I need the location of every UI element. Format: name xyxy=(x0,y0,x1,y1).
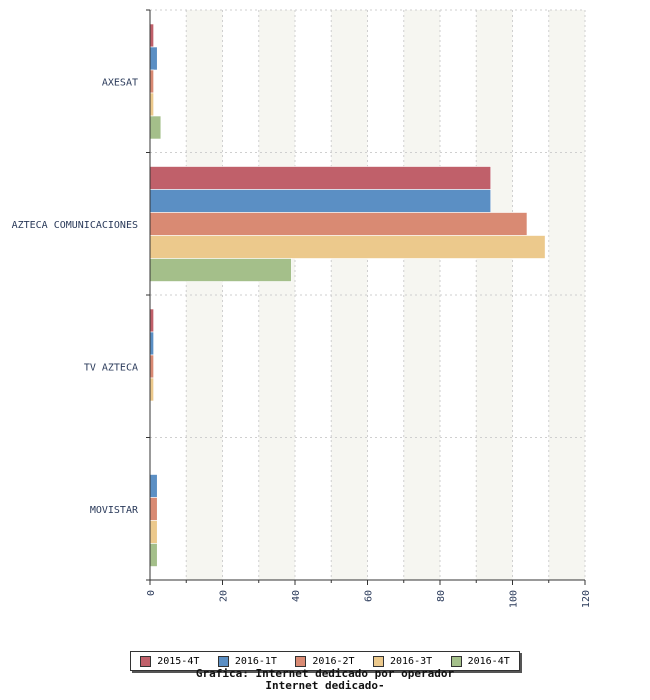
bar xyxy=(149,189,492,213)
caption-line-2: Internet dedicado- xyxy=(265,679,385,692)
x-tick-label: 100 xyxy=(509,590,520,608)
bar xyxy=(149,354,154,379)
bar xyxy=(149,377,154,402)
caption-line-1: Grafica: Internet dedicado por operador xyxy=(195,667,455,680)
legend-label: 2016-3T xyxy=(390,655,433,667)
legend-item: 2016-1T xyxy=(217,655,277,667)
bar xyxy=(149,46,158,71)
category-label: AXESAT xyxy=(102,77,138,88)
legend-label: 2016-4T xyxy=(467,655,510,667)
category-label: AZTECA COMUNICACIONES xyxy=(12,220,138,231)
legend-swatch xyxy=(217,655,229,667)
bar xyxy=(149,235,546,259)
bar xyxy=(149,166,492,190)
legend-swatch xyxy=(140,655,152,667)
legend-label: 2016-2T xyxy=(312,655,355,667)
bar-chart: AXESAT AZTECA COMUNICACIONES TV AZTECA MOVI… xyxy=(12,9,592,608)
bar xyxy=(149,520,158,544)
bar xyxy=(149,258,292,282)
legend-swatch xyxy=(450,655,462,667)
x-tick-label: 0 xyxy=(146,590,157,596)
bar xyxy=(149,543,158,567)
legend-label: 2015-4T xyxy=(157,655,200,667)
bar xyxy=(149,69,154,94)
bar xyxy=(149,115,162,140)
bar xyxy=(149,331,154,356)
bar xyxy=(149,92,154,117)
category-label: TV AZTECA xyxy=(84,362,138,373)
legend-swatch xyxy=(373,655,384,667)
chart-caption: Grafica: Internet dedicado por operador … xyxy=(0,668,650,692)
category-label: MOVISTAR xyxy=(90,505,139,516)
legend-label: 2016-1T xyxy=(234,655,277,667)
legend-swatch xyxy=(295,655,307,667)
legend-item: 2016-2T xyxy=(295,655,355,667)
legend-item: 2016-3T xyxy=(373,655,433,667)
x-tick-label: 80 xyxy=(436,590,447,602)
legend-item: 2016-4T xyxy=(450,655,510,667)
bar xyxy=(149,23,154,48)
bar xyxy=(149,497,158,521)
x-tick-label: 20 xyxy=(219,590,230,602)
legend-item: 2015-4T xyxy=(140,655,200,667)
bar xyxy=(149,474,158,498)
chart-legend: 2015-4T 2016-1T 2016-2T 2016-3T 2016-4T xyxy=(130,651,520,671)
bar xyxy=(149,212,528,236)
bar xyxy=(149,308,154,333)
x-tick-label: 120 xyxy=(581,590,592,608)
x-tick-label: 40 xyxy=(291,590,302,602)
x-tick-label: 60 xyxy=(364,590,375,602)
